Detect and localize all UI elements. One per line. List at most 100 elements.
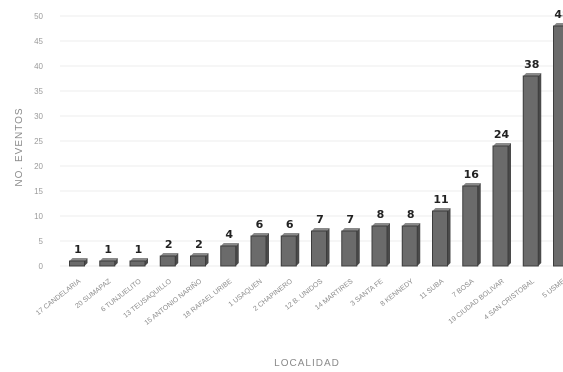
x-tick-label: 19 CIUDAD BOLIVAR: [448, 278, 506, 326]
bar-top: [493, 143, 511, 146]
bar-side: [145, 258, 148, 266]
data-label: 6: [286, 218, 294, 231]
bar-top: [251, 233, 269, 236]
bar-top: [130, 258, 148, 261]
data-label: 48: [554, 8, 563, 21]
data-label: 2: [195, 238, 203, 251]
bar-side: [417, 223, 421, 266]
bar: [99, 258, 118, 267]
bar: [462, 183, 481, 267]
bar-face: [220, 245, 237, 267]
y-tick-label: 30: [34, 112, 43, 121]
bar-top: [432, 208, 451, 211]
bar-top: [69, 258, 88, 261]
bar-top: [281, 233, 300, 236]
bar-side: [477, 183, 481, 266]
data-label: 16: [464, 168, 480, 181]
x-tick-label: 8 KENNEDY: [379, 278, 415, 308]
bar-face: [492, 145, 509, 267]
bar-side: [508, 143, 511, 266]
bar: [280, 233, 300, 267]
bar: [220, 243, 239, 267]
y-tick-label: 50: [34, 12, 43, 21]
bar-side: [205, 253, 209, 266]
bar: [553, 23, 563, 267]
bar-face: [311, 230, 327, 267]
bar-face: [432, 210, 448, 267]
y-tick-label: 45: [34, 37, 43, 46]
bar: [311, 228, 330, 267]
bar: [159, 253, 179, 267]
y-tick-label: 15: [34, 187, 43, 196]
bar: [401, 223, 421, 267]
bar: [371, 223, 390, 267]
bar-side: [235, 243, 239, 266]
y-tick-label: 0: [39, 262, 44, 271]
data-label: 6: [256, 218, 264, 231]
y-tick-label: 10: [34, 212, 43, 221]
gridlines: [60, 15, 563, 267]
bar-top: [99, 258, 118, 261]
x-tick-label: 4 SAN CRISTOBAL: [483, 278, 536, 322]
data-label: 1: [104, 243, 112, 256]
bar-side: [114, 258, 118, 266]
bar-top: [341, 228, 360, 231]
bar-top: [372, 223, 390, 226]
bar: [341, 228, 360, 267]
bar: [432, 208, 451, 267]
bar-top: [402, 223, 421, 226]
bar-face: [250, 235, 267, 267]
data-label: 1: [135, 243, 143, 256]
bar-top: [553, 23, 563, 26]
bar-top: [190, 253, 209, 256]
bar-face: [129, 260, 146, 267]
bar: [250, 233, 269, 267]
data-label: 8: [377, 208, 385, 221]
data-label: 8: [407, 208, 415, 221]
bar-top: [220, 243, 239, 246]
data-label: 7: [316, 213, 324, 226]
data-label: 38: [524, 58, 539, 71]
bar: [190, 253, 209, 267]
y-tick-label: 40: [34, 62, 43, 71]
x-axis-title: LOCALIDAD: [274, 358, 340, 369]
bar-side: [447, 208, 451, 266]
bar: [129, 258, 148, 267]
x-tick-label: 15 ANTONIO NARIÑO: [142, 276, 203, 327]
bar-face: [190, 255, 206, 267]
x-tick-label: 7 BOSA: [451, 278, 475, 299]
bar-top: [462, 183, 481, 186]
bars: [69, 23, 563, 267]
bar: [492, 143, 511, 267]
bar-top: [160, 253, 179, 256]
x-tick-label: 11 SUBA: [419, 278, 446, 301]
bar-side: [266, 233, 269, 266]
bar-side: [326, 228, 330, 266]
bar-side: [84, 258, 88, 266]
bar-face: [159, 255, 176, 267]
data-label: 24: [494, 128, 510, 141]
bar-top: [523, 73, 542, 76]
bar-side: [538, 73, 542, 266]
bar-face: [280, 235, 297, 267]
y-tick-label: 20: [34, 162, 43, 171]
bar-face: [462, 185, 479, 267]
data-label: 4: [225, 228, 233, 241]
bar-face: [401, 225, 418, 267]
data-label: 1: [74, 243, 82, 256]
bar-side: [356, 228, 360, 266]
bar-side: [387, 223, 390, 266]
y-tick-label: 35: [34, 87, 43, 96]
y-axis-ticks: 0 5 10 15 20 25 30 35 40 45 50: [34, 12, 43, 271]
bar-face: [69, 260, 85, 267]
bar-side: [296, 233, 300, 266]
data-label: 11: [433, 193, 448, 206]
data-label: 7: [346, 213, 354, 226]
bar: [69, 258, 88, 267]
bar-face: [341, 230, 358, 267]
y-tick-label: 5: [39, 237, 44, 246]
bar-side: [175, 253, 179, 266]
y-axis-title: NO. EVENTOS: [14, 107, 25, 186]
